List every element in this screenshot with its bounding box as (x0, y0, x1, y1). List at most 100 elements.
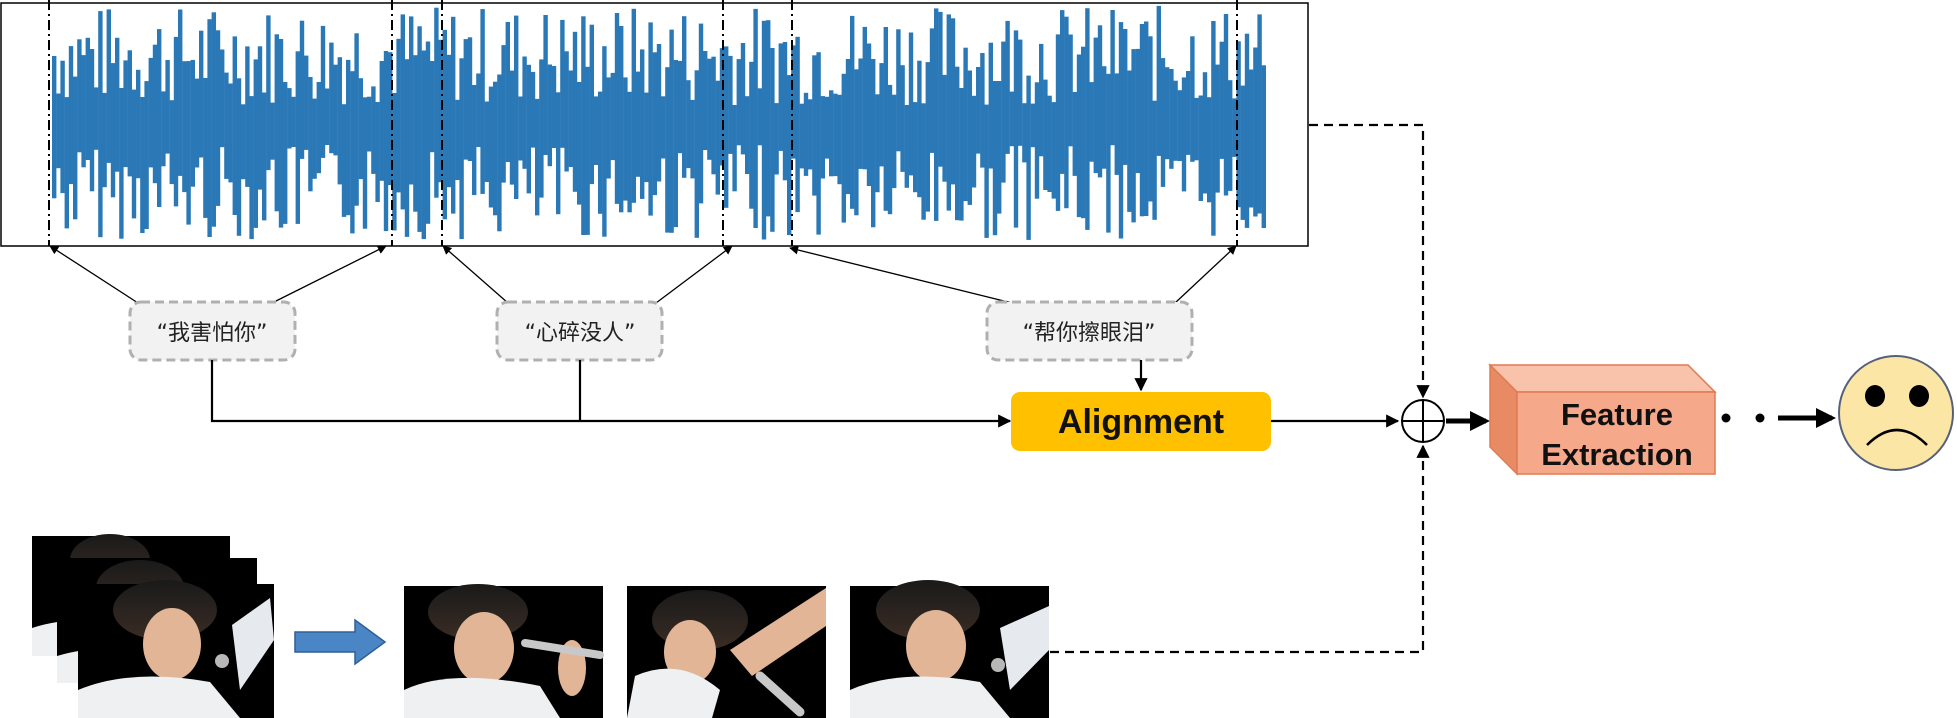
alignment-block: Alignment (1011, 392, 1271, 451)
feature-extraction-block: Feature Extraction (1488, 363, 1717, 476)
feature-label-line2: Extraction (1541, 437, 1693, 472)
waveform-bar (724, 46, 729, 208)
video-frame-3 (850, 580, 1049, 718)
waveform-bar (266, 15, 271, 171)
waveform-bar (812, 55, 817, 196)
pointer-arrow (1174, 245, 1237, 304)
waveform-bar (409, 16, 414, 185)
waveform-bar (371, 86, 376, 174)
waveform-bar (379, 61, 384, 181)
waveform-bar (543, 15, 548, 155)
waveform-bar (929, 28, 935, 153)
waveform-bar (1165, 67, 1170, 160)
waveform-bar (971, 95, 977, 188)
waveform-bar (136, 69, 141, 179)
waveform-bar (60, 60, 65, 194)
waveform-bar (908, 32, 914, 176)
waveform-bar (904, 105, 909, 188)
waveform-bar (581, 16, 586, 235)
waveform-bar (354, 33, 359, 206)
waveform-bar (1211, 21, 1216, 236)
waveform-bar (677, 60, 683, 154)
waveform-bar (669, 29, 674, 233)
sad-face-icon (1838, 355, 1954, 471)
waveform-bar (892, 94, 897, 189)
waveform-bar (568, 70, 573, 167)
waveform-bar (278, 39, 284, 228)
box-top-face (1488, 364, 1717, 393)
waveform-bar (262, 92, 267, 221)
waveform-bar (333, 64, 338, 156)
waveform-bar (913, 102, 918, 193)
waveform-bar (854, 69, 859, 216)
waveform-bar (610, 72, 615, 161)
waveform-bar (1148, 36, 1153, 202)
waveform-bar (94, 87, 99, 150)
waveform-bar (316, 82, 321, 174)
waveform-bar (451, 16, 456, 214)
waveform-bar (362, 97, 368, 229)
waveform-bar (799, 103, 804, 169)
waveform-bar (383, 51, 389, 232)
waveform-bar (577, 82, 582, 205)
waveform-bar (547, 64, 552, 167)
waveform-bar (988, 42, 993, 169)
waveform-bar (1257, 14, 1262, 214)
alignment-connectors (210, 360, 1400, 428)
waveform-bar (375, 102, 380, 202)
circle-plus-icon (1401, 399, 1445, 443)
waveform-bar (1034, 82, 1040, 199)
lyric-text: “帮你擦眼泪” (1023, 321, 1156, 346)
waveform-bar (446, 54, 452, 188)
waveform-bar (803, 92, 809, 176)
waveform-bar (396, 38, 401, 193)
waveform-bar (1072, 92, 1077, 176)
waveform-bar (1186, 71, 1191, 155)
alignment-label: Alignment (1058, 403, 1224, 441)
waveform-bar (1118, 22, 1124, 239)
waveform-bar (476, 73, 481, 147)
box-front-face (1516, 391, 1716, 475)
lyric-tag-3: “帮你擦眼泪” (985, 300, 1194, 362)
feature-label-line1: Feature (1561, 397, 1673, 432)
waveform-bar (963, 47, 968, 202)
waveform-bar (253, 59, 258, 228)
waveform-bar (1135, 48, 1140, 174)
waveform-bar (144, 81, 149, 229)
waveform-bar (320, 25, 326, 158)
waveform-bar (211, 12, 216, 227)
waveform-bar (955, 66, 960, 221)
waveform-bar (509, 70, 515, 185)
waveform-bar (480, 9, 485, 194)
lyric-text: “我害怕你” (157, 321, 268, 346)
waveform-bar (1106, 73, 1111, 233)
waveform-bar (514, 15, 519, 199)
waveform-bar (442, 29, 447, 220)
waveform-bar (228, 83, 233, 183)
waveform-bar (942, 74, 947, 182)
waveform-bar (1169, 69, 1174, 169)
waveform-bar (644, 92, 649, 183)
waveform-bar (388, 52, 393, 186)
waveform-bar (896, 29, 901, 152)
waveform-bar (257, 46, 263, 190)
waveform-bar (367, 96, 372, 152)
waveform-bar (484, 101, 489, 182)
waveform-bar (623, 77, 628, 201)
waveform-bar (778, 43, 783, 151)
waveform-bar (1144, 21, 1149, 216)
waveform-bar (1249, 69, 1254, 208)
waveform-bar (1068, 34, 1073, 147)
waveform-bar (728, 55, 733, 154)
waveform-bar (1043, 79, 1048, 190)
waveform-bar (656, 44, 662, 182)
waveform-bar (119, 88, 124, 239)
waveform-bar (766, 20, 771, 217)
waveform-bar (589, 24, 594, 185)
waveform-bar (1022, 103, 1027, 163)
waveform-bar (1223, 14, 1229, 196)
waveform-bar (350, 71, 355, 234)
waveform-bar (1039, 43, 1044, 157)
pointer-arrow (655, 245, 733, 304)
